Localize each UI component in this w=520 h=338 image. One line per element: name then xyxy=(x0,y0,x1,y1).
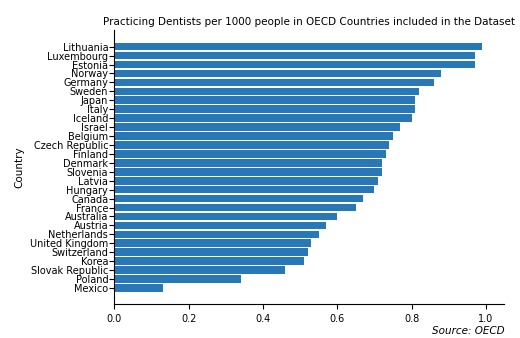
Bar xyxy=(114,177,378,185)
Bar xyxy=(114,150,385,158)
Bar xyxy=(114,141,389,149)
Bar xyxy=(114,213,337,220)
Bar xyxy=(114,240,311,247)
Bar xyxy=(114,123,400,131)
Bar xyxy=(114,52,475,59)
Bar xyxy=(114,88,419,95)
Bar xyxy=(114,266,285,274)
Bar xyxy=(114,284,163,292)
Bar xyxy=(114,248,307,256)
Bar xyxy=(114,168,382,175)
Bar xyxy=(114,159,382,167)
Bar xyxy=(114,70,441,77)
Bar xyxy=(114,61,475,68)
Bar xyxy=(114,195,363,202)
Bar xyxy=(114,186,374,193)
Title: Practicing Dentists per 1000 people in OECD Countries included in the Dataset: Practicing Dentists per 1000 people in O… xyxy=(103,17,515,27)
Bar xyxy=(114,105,415,113)
Bar xyxy=(114,114,411,122)
Bar xyxy=(114,96,415,104)
Bar xyxy=(114,257,304,265)
Bar xyxy=(114,79,434,86)
Bar xyxy=(114,222,326,229)
Bar xyxy=(114,132,393,140)
Text: Source: OECD: Source: OECD xyxy=(432,326,504,336)
Bar xyxy=(114,43,482,50)
Bar xyxy=(114,231,319,238)
Bar xyxy=(114,275,241,283)
Y-axis label: Country: Country xyxy=(15,146,24,188)
Bar xyxy=(114,204,356,211)
